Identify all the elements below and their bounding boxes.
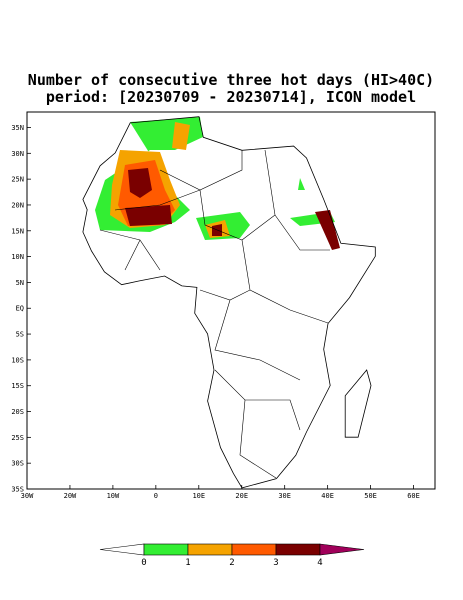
y-tick-label: EQ xyxy=(16,305,24,313)
madagascar xyxy=(344,369,372,438)
y-tick-label: 30S xyxy=(11,460,24,468)
colorbar-bin xyxy=(143,543,189,556)
map-frame xyxy=(26,111,436,490)
y-tick-label: 20N xyxy=(11,201,24,209)
colorbar-bin xyxy=(231,543,277,556)
axes: 30W 20W 10W 0 10E 20E 30E 40E 50E 60E 35N 30N 25N 20N… xyxy=(11,124,420,500)
y-tick-label: 25N xyxy=(11,176,24,184)
x-tick-label: 10W xyxy=(107,492,120,500)
colorbar-over xyxy=(319,543,365,556)
y-tick-label: 10S xyxy=(11,356,24,364)
colorbar-label: 4 xyxy=(317,558,322,568)
x-tick-label: 20E xyxy=(235,492,248,500)
y-tick-label: 5N xyxy=(16,279,24,287)
title: Number of consecutive three hot days (HI… xyxy=(28,71,434,89)
colorbar-under xyxy=(99,543,145,556)
x-tick-label: 20W xyxy=(64,492,77,500)
colorbar-bin xyxy=(275,543,321,556)
colorbar-label: 2 xyxy=(229,558,234,568)
subtitle: period: [20230709 - 20230714], ICON mode… xyxy=(46,88,416,106)
y-tick-label: 15S xyxy=(11,382,24,390)
colorbar-label: 1 xyxy=(185,558,190,568)
y-tick-label: 30N xyxy=(11,150,24,158)
colorbar-label: 3 xyxy=(273,558,278,568)
y-tick-label: 10N xyxy=(11,253,24,261)
y-tick-label: 5S xyxy=(16,331,24,339)
y-tick-label: 25S xyxy=(11,434,24,442)
colorbar-bin xyxy=(187,543,233,556)
x-tick-label: 0 xyxy=(154,492,158,500)
x-tick-label: 30W xyxy=(21,492,34,500)
y-tick-label: 35S xyxy=(11,486,24,494)
y-tick-label: 35N xyxy=(11,124,24,132)
hot-day-areas xyxy=(95,117,340,250)
x-tick-label: 50E xyxy=(364,492,377,500)
x-tick-label: 40E xyxy=(321,492,334,500)
x-tick-label: 30E xyxy=(278,492,291,500)
africa-coastline xyxy=(82,116,376,489)
colorbar: 0 1 2 3 4 xyxy=(99,543,365,568)
y-tick-label: 20S xyxy=(11,408,24,416)
x-tick-label: 60E xyxy=(407,492,420,500)
y-tick-label: 15N xyxy=(11,227,24,235)
colorbar-label: 0 xyxy=(141,558,146,568)
country-borders xyxy=(99,149,330,479)
x-tick-label: 10E xyxy=(192,492,205,500)
